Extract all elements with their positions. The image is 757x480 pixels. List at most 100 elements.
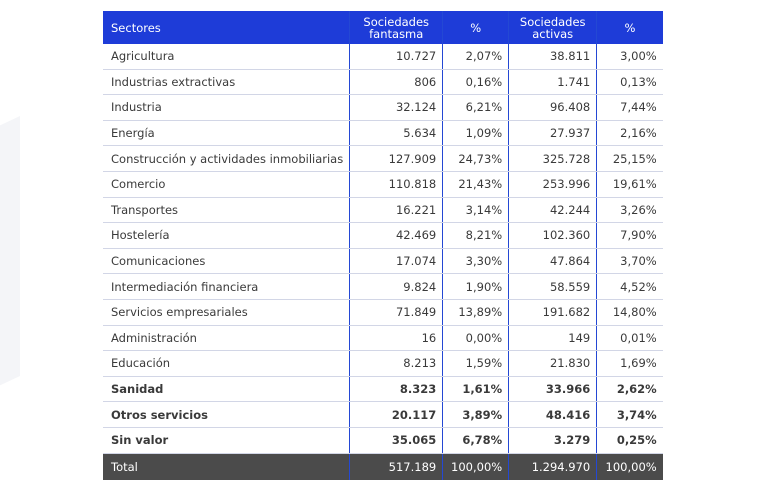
table-row: Intermediación financiera 9.824 1,90% 58.55… (103, 273, 663, 300)
header-sociedades-fantasma: Sociedades fantasma (349, 11, 443, 44)
table-row: Transportes 16.221 3,14% 42.244 3,26% (103, 197, 663, 224)
pct-fantasma-cell: 3,14% (442, 197, 509, 224)
table-row: Servicios empresariales 71.849 13,89% 191.6… (103, 299, 663, 326)
sector-name: Transportes (103, 197, 350, 224)
table-row: Energía 5.634 1,09% 27.937 2,16% (103, 120, 663, 147)
sector-name: Sin valor (103, 427, 350, 454)
sector-name: Industrias extractivas (103, 69, 350, 96)
sociedades-activas-cell: 253.996 (508, 171, 597, 198)
sociedades-activas-cell: 47.864 (508, 248, 597, 275)
table-row: Sanidad 8.323 1,61% 33.966 2,62% (103, 376, 663, 403)
table-footer: Total 517.189 100,00% 1.294.970 100,00% (103, 453, 663, 480)
table-body: Agricultura 10.727 2,07% 38.811 3,00% Industr… (103, 44, 663, 454)
sociedades-activas-cell: 42.244 (508, 197, 597, 224)
pct-fantasma-cell: 13,89% (442, 299, 509, 326)
sociedades-fantasma-cell: 35.065 (349, 427, 443, 454)
sociedades-fantasma-cell: 42.469 (349, 222, 443, 249)
sociedades-activas-cell: 325.728 (508, 145, 597, 172)
pct-activas-cell: 0,25% (596, 427, 663, 454)
pct-fantasma-cell: 21,43% (442, 171, 509, 198)
pct-fantasma-cell: 1,90% (442, 273, 509, 300)
sector-name: Sanidad (103, 376, 350, 403)
sociedades-activas-cell: 96.408 (508, 94, 597, 121)
pct-fantasma-cell: 3,30% (442, 248, 509, 275)
sociedades-fantasma-cell: 32.124 (349, 94, 443, 121)
header-activas-line1: Sociedades (519, 14, 586, 29)
sociedades-fantasma-cell: 5.634 (349, 120, 443, 147)
header-fantasma-line1: Sociedades (363, 14, 430, 29)
pct-fantasma-cell: 6,78% (442, 427, 509, 454)
table-row: Industria 32.124 6,21% 96.408 7,44% (103, 94, 663, 121)
sociedades-fantasma-cell: 20.117 (349, 401, 443, 428)
total-pct-activas: 100,00% (596, 453, 663, 480)
sector-name: Comercio (103, 171, 350, 198)
pct-fantasma-cell: 3,89% (442, 401, 509, 428)
table-header: Sectores Sociedades fantasma % Sociedades… (103, 11, 663, 44)
header-pct-activas: % (596, 11, 663, 44)
sociedades-fantasma-cell: 9.824 (349, 273, 443, 300)
sociedades-activas-cell: 33.966 (508, 376, 597, 403)
sector-name: Agricultura (103, 44, 350, 70)
sociedades-fantasma-cell: 110.818 (349, 171, 443, 198)
header-fantasma-line2: fantasma (369, 26, 424, 41)
pct-activas-cell: 3,70% (596, 248, 663, 275)
header-activas-line2: activas (532, 26, 574, 41)
sociedades-activas-cell: 21.830 (508, 350, 597, 377)
pct-fantasma-cell: 1,61% (442, 376, 509, 403)
sociedades-activas-cell: 38.811 (508, 44, 597, 70)
sectors-table: Sectores Sociedades fantasma % Sociedades… (103, 11, 663, 480)
sector-name: Industria (103, 94, 350, 121)
pct-activas-cell: 3,26% (596, 197, 663, 224)
header-pct-fantasma: % (442, 11, 509, 44)
sociedades-activas-cell: 58.559 (508, 273, 597, 300)
pct-activas-cell: 1,69% (596, 350, 663, 377)
sociedades-activas-cell: 1.741 (508, 69, 597, 96)
sector-name: Servicios empresariales (103, 299, 350, 326)
total-row: Total 517.189 100,00% 1.294.970 100,00% (103, 453, 663, 480)
table-row: Construcción y actividades inmobiliarias… (103, 145, 663, 172)
pct-fantasma-cell: 1,59% (442, 350, 509, 377)
sector-name: Intermediación financiera (103, 273, 350, 300)
sociedades-activas-cell: 48.416 (508, 401, 597, 428)
sociedades-fantasma-cell: 8.213 (349, 350, 443, 377)
pct-fantasma-cell: 8,21% (442, 222, 509, 249)
table-row: Sin valor 35.065 6,78% 3.279 0,25% (103, 427, 663, 454)
sociedades-activas-cell: 3.279 (508, 427, 597, 454)
pct-fantasma-cell: 24,73% (442, 145, 509, 172)
total-activas: 1.294.970 (508, 453, 597, 480)
sector-name: Hostelería (103, 222, 350, 249)
pct-fantasma-cell: 0,16% (442, 69, 509, 96)
pct-fantasma-cell: 2,07% (442, 44, 509, 70)
sector-name: Educación (103, 350, 350, 377)
sociedades-fantasma-cell: 127.909 (349, 145, 443, 172)
table-row: Agricultura 10.727 2,07% 38.811 3,00% (103, 44, 663, 70)
sociedades-fantasma-cell: 16.221 (349, 197, 443, 224)
sociedades-fantasma-cell: 8.323 (349, 376, 443, 403)
sociedades-activas-cell: 191.682 (508, 299, 597, 326)
table-row: Administración 16 0,00% 149 0,01% (103, 325, 663, 352)
table-row: Hostelería 42.469 8,21% 102.360 7,90% (103, 222, 663, 249)
table-row: Educación 8.213 1,59% 21.830 1,69% (103, 350, 663, 377)
sector-name: Administración (103, 325, 350, 352)
sociedades-fantasma-cell: 16 (349, 325, 443, 352)
pct-activas-cell: 3,00% (596, 44, 663, 70)
pct-activas-cell: 3,74% (596, 401, 663, 428)
sociedades-fantasma-cell: 71.849 (349, 299, 443, 326)
pct-fantasma-cell: 1,09% (442, 120, 509, 147)
sociedades-fantasma-cell: 17.074 (349, 248, 443, 275)
pct-activas-cell: 25,15% (596, 145, 663, 172)
pct-activas-cell: 0,01% (596, 325, 663, 352)
total-pct-fantasma: 100,00% (442, 453, 509, 480)
header-sectores: Sectores (103, 11, 350, 44)
total-label: Total (103, 453, 350, 480)
table-row: Comunicaciones 17.074 3,30% 47.864 3,70% (103, 248, 663, 275)
pct-activas-cell: 7,44% (596, 94, 663, 121)
sociedades-activas-cell: 149 (508, 325, 597, 352)
pct-activas-cell: 0,13% (596, 69, 663, 96)
pct-activas-cell: 2,62% (596, 376, 663, 403)
sector-name: Construcción y actividades inmobiliarias (103, 145, 350, 172)
pct-activas-cell: 2,16% (596, 120, 663, 147)
sector-name: Energía (103, 120, 350, 147)
pct-activas-cell: 4,52% (596, 273, 663, 300)
sociedades-activas-cell: 102.360 (508, 222, 597, 249)
